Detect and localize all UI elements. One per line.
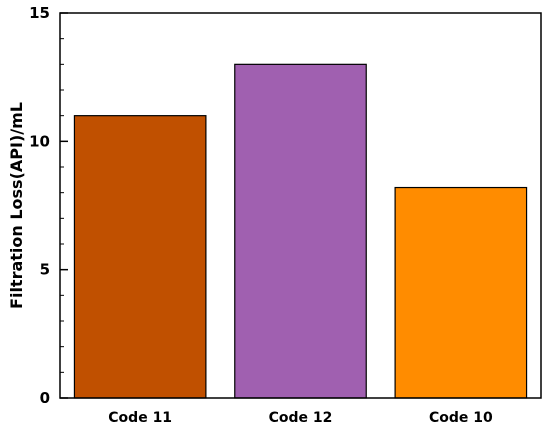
y-tick-label: 15 <box>29 4 50 22</box>
y-tick-labels: 0 5 10 15 <box>29 4 50 407</box>
x-category-labels: Code 11 Code 12 Code 10 <box>108 410 493 426</box>
y-tick-label: 10 <box>29 132 50 150</box>
x-category-label: Code 12 <box>269 410 333 426</box>
y-major-ticks <box>60 12 68 399</box>
bar-code-12 <box>234 63 367 399</box>
x-category-label: Code 11 <box>108 410 172 426</box>
bar-code-11 <box>73 115 207 399</box>
y-axis-title: Filtration Loss(API)/mL <box>7 102 26 309</box>
bars <box>73 63 528 399</box>
x-category-label: Code 10 <box>429 410 493 426</box>
y-tick-label: 5 <box>40 261 50 279</box>
plot-frame <box>59 12 542 399</box>
y-tick-label: 0 <box>40 389 50 407</box>
bar-code-10 <box>394 186 528 399</box>
